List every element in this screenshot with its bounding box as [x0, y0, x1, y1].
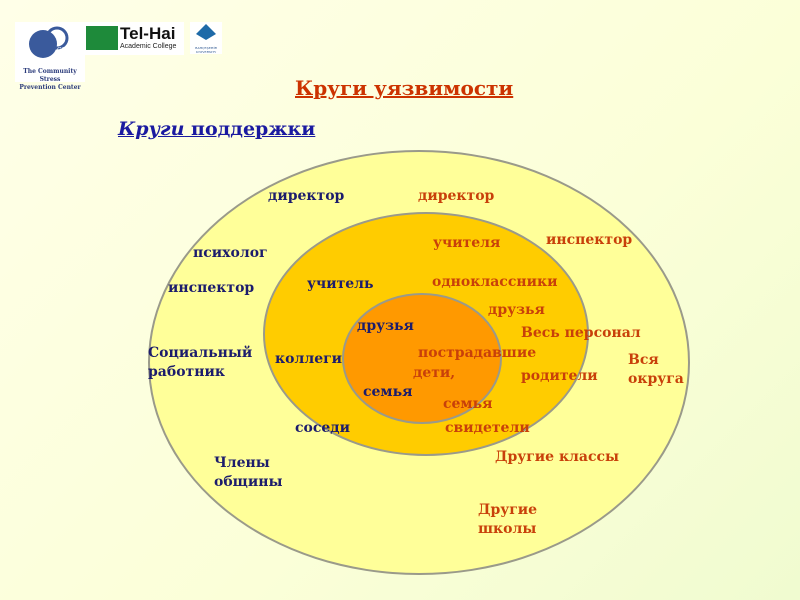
label-inspector-v: инспектор [546, 232, 633, 248]
cspc-logo: CSPC The Community Stress Prevention Cent… [15, 22, 85, 91]
family-icon: CSPC [29, 26, 75, 58]
slide-title: Круги уязвимости [295, 76, 514, 100]
cspc-caption: The Community Stress Prevention Center [19, 68, 81, 91]
label-neighbors: соседи [295, 420, 351, 436]
label-teacher: учитель [307, 276, 374, 292]
label-other-classes: Другие классы [495, 449, 620, 465]
slide-subtitle: Круги поддержки [118, 118, 316, 140]
label-teachers: учителя [433, 235, 501, 251]
label-whole-district: Вся округа [628, 352, 684, 387]
label-classmates: одноклассники [432, 274, 558, 290]
label-colleagues: коллеги [275, 351, 343, 367]
inner-circle [342, 293, 502, 424]
label-director-v: директор [418, 188, 495, 204]
label-parents: родители [521, 368, 598, 384]
label-family-inner: семья [363, 384, 413, 400]
telhai-logo: Tel-Hai Academic College [84, 22, 184, 55]
label-all-staff: Весь персонал [521, 325, 641, 341]
svg-text:CSPC: CSPC [57, 47, 75, 54]
label-director: директор [268, 188, 345, 204]
label-friends-inner: друзья [357, 318, 414, 334]
label-inspector: инспектор [168, 280, 255, 296]
label-psychologist: психолог [193, 245, 268, 261]
label-witnesses: свидетели [445, 420, 530, 436]
label-affected: пострадавшие [418, 345, 537, 361]
label-children: дети, [413, 365, 456, 381]
label-family-v: семья [443, 396, 493, 412]
label-friends-v: друзья [488, 302, 545, 318]
label-community: Члены общины [214, 455, 283, 490]
label-social-worker: Социальный работник [148, 345, 253, 380]
bahcesehir-logo: BAHÇEŞEHİR UNIVERSITY [190, 22, 222, 54]
label-other-schools: Другие школы [478, 502, 538, 537]
